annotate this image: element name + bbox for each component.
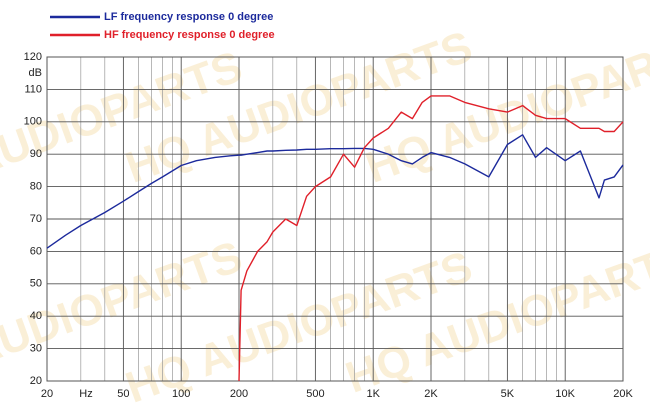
y-tick-label: 30	[30, 343, 42, 355]
y-tick-label: 40	[30, 310, 42, 322]
series-line	[238, 95, 624, 382]
x-tick-label: 10K	[555, 388, 575, 400]
x-tick-label: 20K	[613, 388, 633, 400]
x-axis-label: Hz	[79, 388, 92, 400]
y-tick-label: 20	[30, 375, 42, 387]
x-tick-label: 100	[172, 388, 190, 400]
y-tick-label: 70	[30, 213, 42, 225]
x-tick-label: 20	[41, 388, 53, 400]
y-tick-label: 110	[24, 83, 42, 95]
legend-label: LF frequency response 0 degree	[104, 11, 273, 23]
x-tick-label: 1K	[366, 388, 380, 400]
y-axis-label: dB	[29, 67, 42, 79]
x-tick-label: 200	[230, 388, 248, 400]
y-tick-label: 100	[24, 116, 42, 128]
y-tick-label: 120	[24, 51, 42, 63]
x-tick-label: 5K	[501, 388, 515, 400]
x-tick-label: 500	[306, 388, 324, 400]
y-tick-label: 80	[30, 181, 42, 193]
legend-label: HF frequency response 0 degree	[104, 29, 275, 41]
y-tick-label: 60	[30, 245, 42, 257]
x-tick-label: 50	[117, 388, 129, 400]
series-line	[46, 134, 624, 249]
y-tick-label: 90	[30, 148, 42, 160]
y-tick-label: 50	[30, 278, 42, 290]
x-tick-label: 2K	[424, 388, 438, 400]
